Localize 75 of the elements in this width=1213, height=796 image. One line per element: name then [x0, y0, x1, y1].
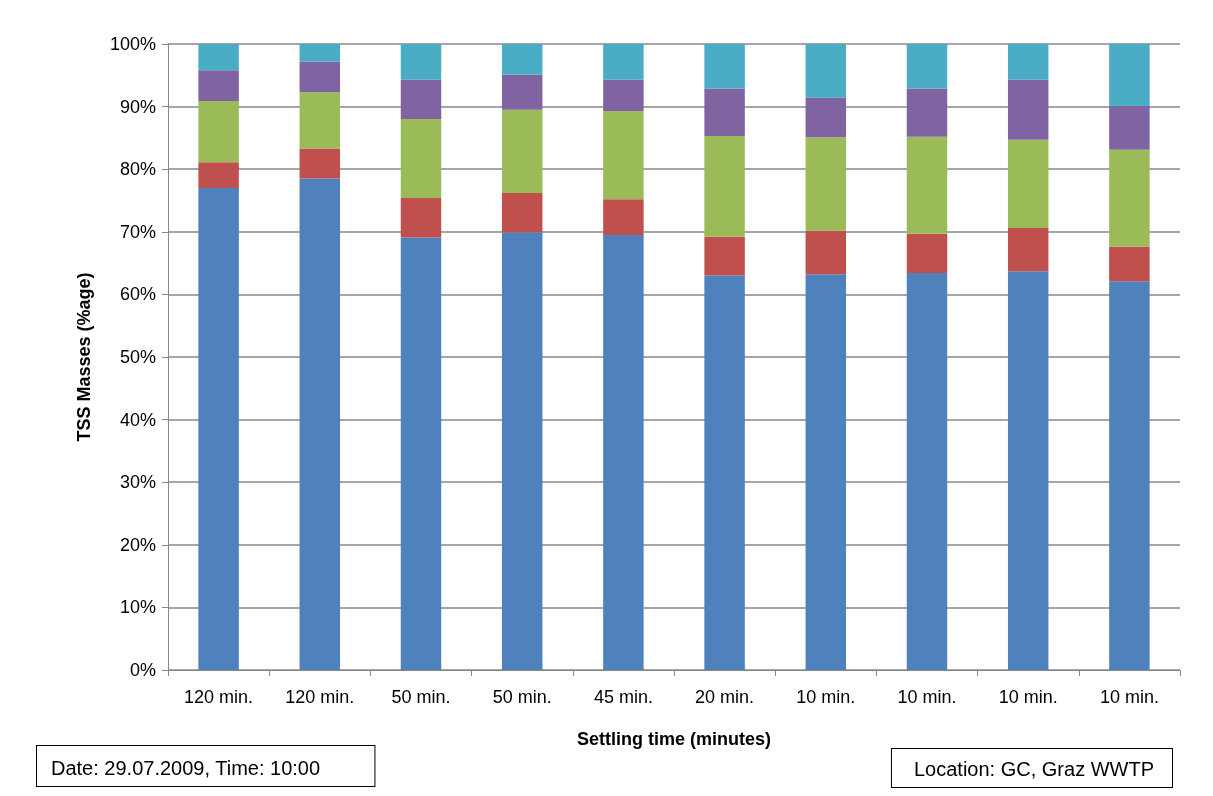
bar	[299, 44, 341, 62]
x-tick-label: 10 min.	[897, 687, 957, 707]
bar	[299, 61, 341, 93]
x-tick-label: 45 min.	[593, 687, 653, 707]
bar	[603, 110, 644, 200]
bar	[906, 233, 948, 274]
bar	[1109, 281, 1150, 670]
text: Date: 29.07.2009, Time: 10:00	[51, 757, 321, 779]
bar	[501, 192, 543, 233]
y-tick-label: 100%	[109, 34, 156, 54]
bar	[198, 44, 239, 71]
bar	[299, 92, 341, 149]
bar	[603, 79, 644, 111]
bar	[906, 88, 948, 137]
y-tick-label: 20%	[119, 534, 156, 555]
x-tick-label: 10 min.	[998, 687, 1058, 707]
bar	[906, 273, 948, 670]
y-tick-label: 0%	[129, 660, 156, 680]
bar	[704, 136, 745, 237]
bar	[400, 198, 442, 238]
bar	[501, 232, 543, 670]
y-tick-label: 80%	[119, 159, 156, 180]
text: Location: GC, Graz WWTP	[913, 758, 1155, 780]
bar	[501, 44, 543, 75]
x-axis-title: Settling time (minutes)	[576, 729, 772, 749]
x-tick-label: 120 min.	[184, 687, 254, 707]
y-tick-label: 30%	[119, 472, 156, 493]
bar	[603, 199, 644, 235]
bar	[501, 74, 543, 110]
x-tick-label: 50 min.	[391, 687, 451, 707]
x-tick-label: 10 min.	[1099, 687, 1159, 707]
bar	[1007, 139, 1049, 229]
bar	[400, 44, 442, 80]
x-tick-label: 120 min.	[285, 687, 355, 707]
bar	[704, 88, 745, 137]
bar	[603, 44, 644, 80]
bar	[704, 236, 745, 276]
bar	[198, 187, 239, 670]
bar	[805, 97, 847, 138]
y-tick-label: 60%	[119, 284, 156, 305]
x-tick-label: 10 min.	[796, 687, 856, 707]
y-tick-label: 40%	[119, 409, 156, 430]
y-tick-label: 10%	[119, 597, 156, 618]
bar	[400, 237, 442, 670]
bar	[400, 119, 442, 198]
bar	[1109, 105, 1150, 150]
bar	[805, 44, 847, 98]
bar	[198, 162, 239, 188]
bar	[1007, 44, 1049, 80]
bar	[1109, 149, 1150, 247]
bar	[198, 100, 239, 163]
bar	[805, 137, 847, 231]
bar	[603, 234, 644, 670]
bar	[704, 275, 745, 670]
bar	[805, 230, 847, 275]
bar	[1007, 271, 1049, 670]
y-axis-title: TSS Masses (%age)	[74, 272, 94, 442]
x-tick-label: 20 min.	[695, 687, 755, 707]
bar	[1109, 44, 1150, 106]
y-tick-label: 50%	[119, 347, 156, 367]
bar	[704, 44, 745, 89]
bar	[299, 178, 341, 670]
x-tick-label: 50 min.	[492, 687, 552, 707]
bar	[501, 109, 543, 193]
bar	[805, 274, 847, 670]
bar	[906, 136, 948, 234]
bar	[1007, 79, 1049, 140]
bar	[1007, 228, 1049, 272]
bar	[906, 44, 948, 89]
bar	[198, 70, 239, 101]
y-tick-label: 70%	[119, 221, 156, 242]
y-tick-label: 90%	[119, 96, 156, 117]
bar	[299, 148, 341, 179]
bar	[400, 79, 442, 120]
bar	[1109, 246, 1150, 282]
